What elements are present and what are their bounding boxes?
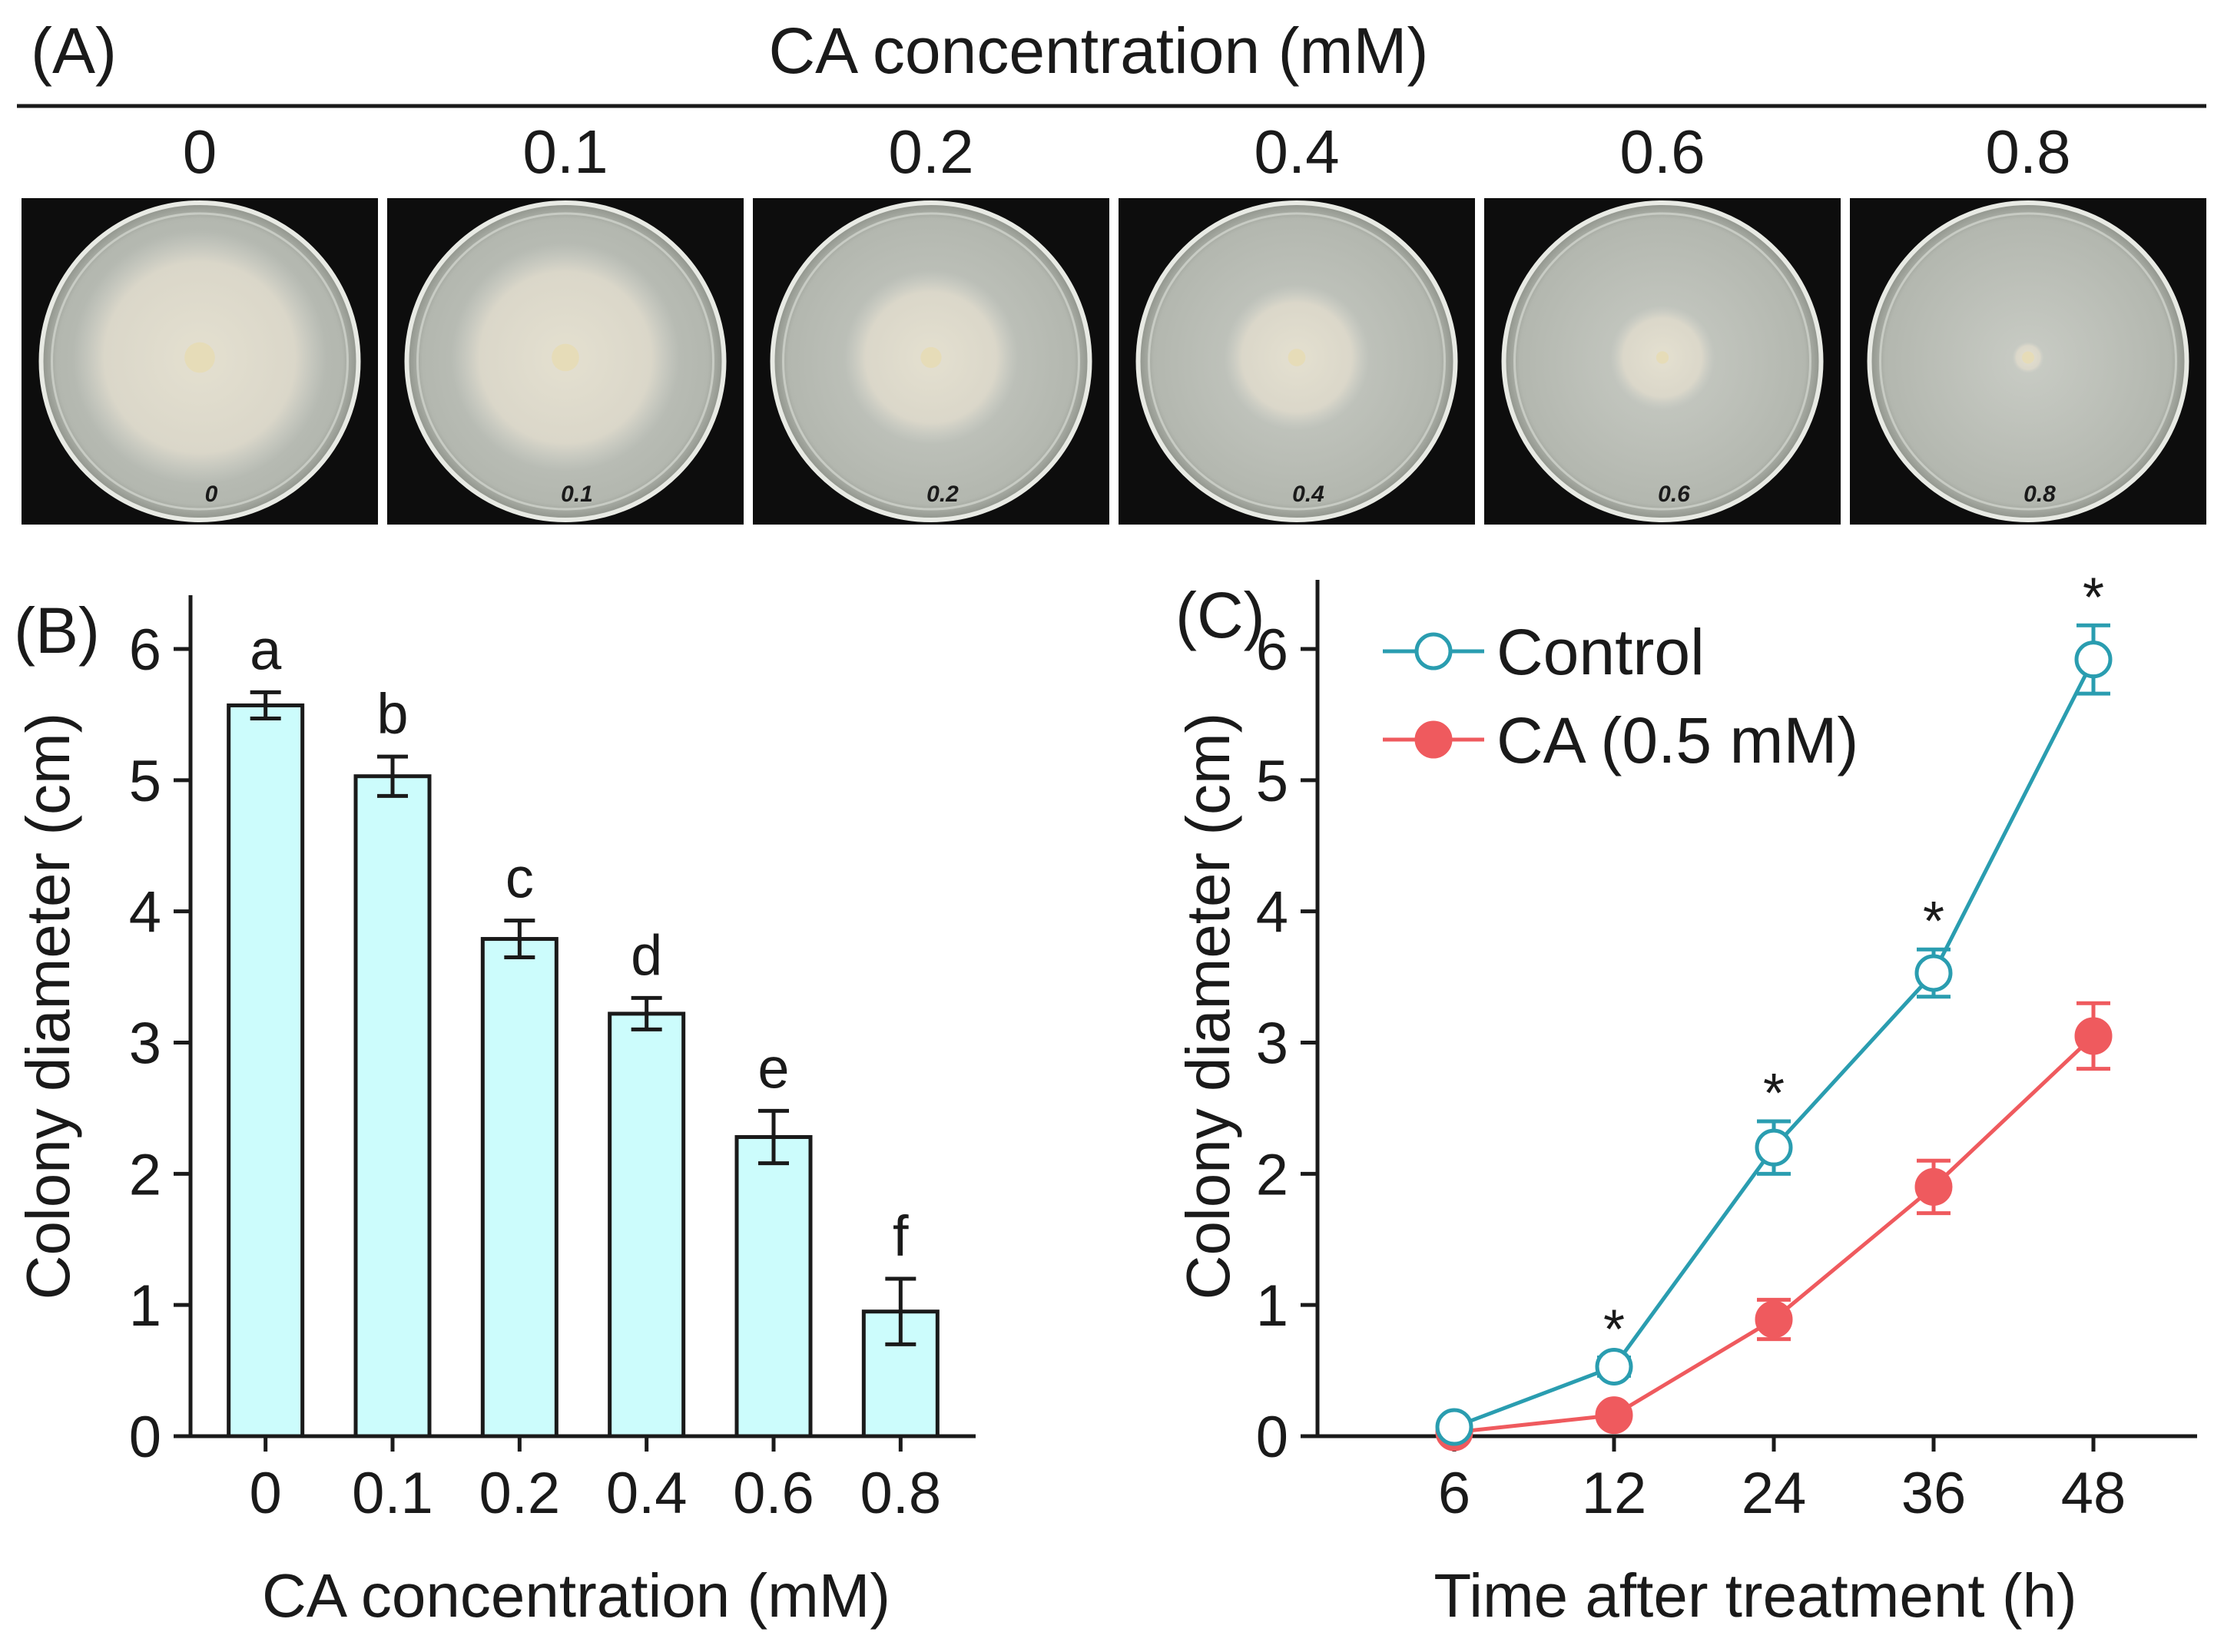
series-point <box>1755 1300 1793 1339</box>
bar-significance-letter: d <box>631 923 662 987</box>
bar-y-tick-label: 4 <box>129 880 161 945</box>
panel-a-label: (A) <box>31 15 117 87</box>
series-point <box>1435 1408 1473 1446</box>
line-y-tick-label: 2 <box>1256 1142 1288 1207</box>
colony-center <box>2022 351 2034 364</box>
line-y-tick-label: 1 <box>1256 1273 1288 1339</box>
petri-dish-rim <box>1148 212 1446 511</box>
plate-concentration-label: 0.8 <box>1985 118 2070 186</box>
significance-star: * <box>1923 891 1944 952</box>
legend-marker <box>1414 632 1453 670</box>
panel-a-header: CA concentration (mM) <box>769 15 1429 87</box>
colony-center <box>1288 349 1306 366</box>
bar-y-tick-label: 3 <box>129 1011 161 1077</box>
bar-significance-letter: e <box>757 1036 789 1100</box>
bar-significance-letter: c <box>505 846 534 910</box>
panel-b-label: (B) <box>14 594 100 667</box>
significance-star: * <box>2083 567 2104 628</box>
legend: Control CA (0.5 mM) <box>1383 616 1858 776</box>
series-point <box>1914 954 1953 992</box>
bar-y-axis-title: Colony diameter (cm) <box>14 713 82 1300</box>
bar-x-tick-label: 0.1 <box>352 1461 433 1526</box>
legend-marker <box>1414 720 1453 759</box>
bar-axes: 0 1 2 3 4 5 6 0 0.1 0.2 0.4 0.6 0.8 <box>129 595 976 1526</box>
line-y-tick-label: 0 <box>1256 1405 1288 1470</box>
significance-star: * <box>1763 1063 1785 1124</box>
line-y-tick-label: 5 <box>1256 749 1288 814</box>
line-x-axis-title: Time after treatment (h) <box>1434 1561 2077 1630</box>
line-x-tick-label: 6 <box>1438 1461 1470 1526</box>
bar-x-axis-title: CA concentration (mM) <box>262 1561 890 1630</box>
petri-dish-rim <box>782 212 1080 511</box>
bar-y-tick-label: 6 <box>129 617 161 683</box>
dish-handwritten-label: 0.6 <box>1658 482 1690 507</box>
petri-dish-rim <box>1879 212 2177 511</box>
dish-handwritten-label: 0.4 <box>1292 482 1324 507</box>
line-x-tick-label: 36 <box>1901 1461 1967 1526</box>
bar <box>353 774 432 1438</box>
petri-dish-rim <box>51 212 349 511</box>
panel-c: (C) Colony diameter (cm) Time after trea… <box>1174 567 2197 1630</box>
line-x-tick-label: 12 <box>1582 1461 1647 1526</box>
plate-row: 0 0 0.1 0.1 0.2 0.2 0.4 0.4 0.6 0.6 0.8 0.8 <box>22 118 2206 525</box>
bar-x-tick-label: 0.4 <box>606 1461 688 1526</box>
bar <box>480 937 558 1438</box>
legend-label: CA (0.5 mM) <box>1496 704 1858 776</box>
dish-handwritten-label: 0.1 <box>561 482 593 507</box>
plate-concentration-label: 0.1 <box>522 118 608 186</box>
bar-significance-letter: b <box>376 682 408 746</box>
bar <box>734 1135 813 1438</box>
bar-x-tick-label: 0.2 <box>479 1461 561 1526</box>
line-x-tick-label: 48 <box>2061 1461 2126 1526</box>
petri-dish-rim <box>416 212 714 511</box>
plate-concentration-label: 0 <box>183 118 217 186</box>
bar-y-tick-label: 2 <box>129 1142 161 1207</box>
dish-handwritten-label: 0.2 <box>926 482 959 507</box>
line-y-axis-title: Colony diameter (cm) <box>1174 713 1242 1300</box>
bar-significance-letter: f <box>893 1204 909 1268</box>
series-point <box>2074 1017 2113 1055</box>
colony-center <box>1656 351 1669 364</box>
bar-x-tick-label: 0.6 <box>733 1461 814 1526</box>
bar-y-tick-label: 1 <box>129 1273 161 1339</box>
plate-concentration-label: 0.6 <box>1619 118 1705 186</box>
bar-x-tick-label: 0.8 <box>860 1461 942 1526</box>
petri-dish-rim <box>1513 212 1811 511</box>
line-y-tick-label: 3 <box>1256 1011 1288 1077</box>
panel-a: (A) CA concentration (mM) 0 0 0.1 0.1 0.2 0.2… <box>17 15 2206 525</box>
bar <box>227 703 305 1438</box>
series-point <box>1914 1167 1953 1206</box>
line-y-tick-label: 6 <box>1256 617 1288 683</box>
colony-center <box>184 342 215 373</box>
significance-star: * <box>1603 1299 1625 1361</box>
dish-handwritten-label: 0 <box>205 482 218 507</box>
bar-y-tick-label: 0 <box>129 1405 161 1470</box>
series-point <box>1595 1347 1633 1385</box>
colony-center <box>552 343 579 372</box>
line-marks: * * * * <box>1435 567 2113 1452</box>
panel-c-label: (C) <box>1175 579 1265 651</box>
plate-concentration-label: 0.2 <box>888 118 973 186</box>
series-point <box>2074 641 2113 679</box>
bar-significance-letter: a <box>250 617 282 681</box>
bar-x-tick-label: 0 <box>250 1461 282 1526</box>
legend-label: Control <box>1496 616 1705 688</box>
colony-center <box>920 346 942 369</box>
dish-handwritten-label: 0.8 <box>2023 482 2056 507</box>
bar-marks: a b c d e f <box>227 617 940 1438</box>
bar-y-tick-label: 5 <box>129 749 161 814</box>
line-y-tick-label: 4 <box>1256 880 1288 945</box>
plate-concentration-label: 0.4 <box>1254 118 1339 186</box>
series-point <box>1595 1396 1633 1435</box>
series-point <box>1755 1128 1793 1167</box>
line-x-tick-label: 24 <box>1742 1461 1807 1526</box>
bar <box>608 1011 686 1438</box>
panel-b: (B) Colony diameter (cm) CA concentratio… <box>14 594 976 1630</box>
